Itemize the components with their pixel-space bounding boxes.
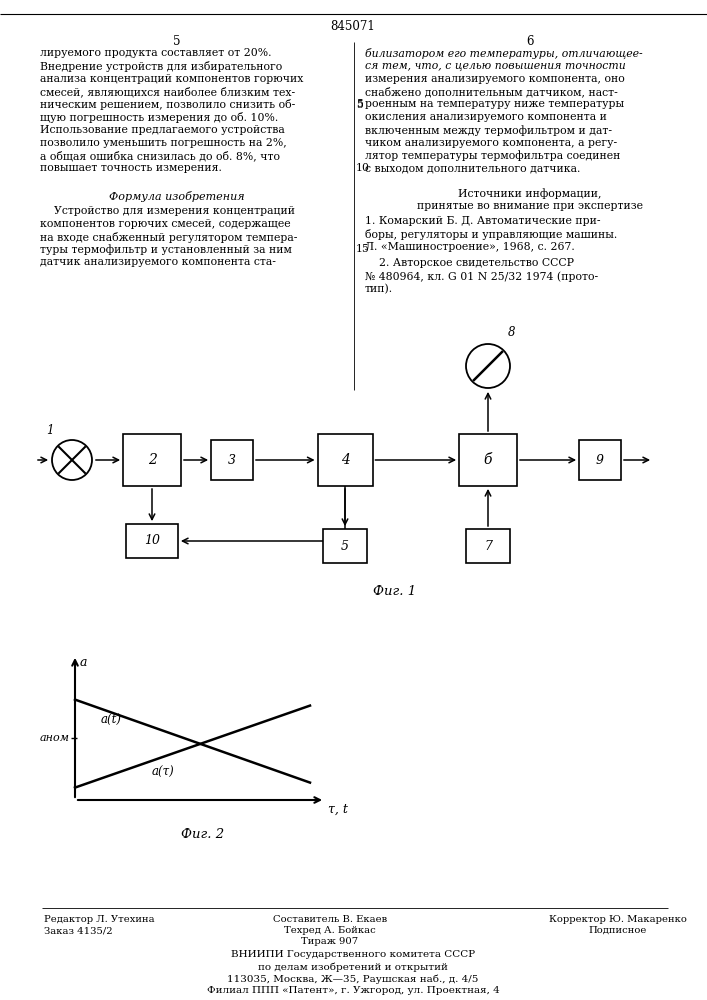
Text: 845071: 845071: [331, 20, 375, 33]
Bar: [317, 434, 373, 486]
Text: a(τ): a(τ): [152, 766, 175, 779]
Text: 8: 8: [508, 326, 515, 339]
Text: 3: 3: [228, 454, 236, 466]
Text: Фиг. 1: Фиг. 1: [373, 585, 416, 598]
Bar: [579, 440, 621, 480]
Text: датчик анализируемого компонента ста-: датчик анализируемого компонента ста-: [40, 257, 276, 267]
Text: ническим решением, позволило снизить об-: ническим решением, позволило снизить об-: [40, 99, 296, 110]
Text: Тираж 907: Тираж 907: [301, 937, 358, 946]
Text: Техред А. Бойкас: Техред А. Бойкас: [284, 926, 376, 935]
Text: Устройство для измерения концентраций: Устройство для измерения концентраций: [40, 206, 295, 216]
Text: на входе снабженный регулятором темпера-: на входе снабженный регулятором темпера-: [40, 232, 298, 243]
Text: тип).: тип).: [365, 284, 393, 294]
Text: Заказ 4135/2: Заказ 4135/2: [44, 926, 112, 935]
Text: Формула изобретения: Формула изобретения: [109, 191, 245, 202]
Text: aном: aном: [40, 733, 70, 743]
Text: 6: 6: [526, 35, 534, 48]
Text: принятые во внимание при экспертизе: принятые во внимание при экспертизе: [417, 201, 643, 211]
Text: Использование предлагаемого устройства: Использование предлагаемого устройства: [40, 125, 285, 135]
Text: Источники информации,: Источники информации,: [458, 188, 602, 199]
Bar: [323, 529, 367, 563]
Text: снабжено дополнительным датчиком, наст-: снабжено дополнительным датчиком, наст-: [365, 86, 618, 97]
Text: роенным на температуру ниже температуры: роенным на температуру ниже температуры: [365, 99, 624, 109]
Text: анализа концентраций компонентов горючих: анализа концентраций компонентов горючих: [40, 74, 303, 84]
Text: τ, t: τ, t: [328, 803, 348, 816]
Text: окисления анализируемого компонента и: окисления анализируемого компонента и: [365, 112, 607, 122]
Text: 4: 4: [341, 453, 349, 467]
Text: Фиг. 2: Фиг. 2: [181, 828, 224, 841]
Text: 5: 5: [173, 35, 181, 48]
Bar: [211, 440, 253, 480]
Text: 113035, Москва, Ж—35, Раушская наб., д. 4/5: 113035, Москва, Ж—35, Раушская наб., д. …: [228, 974, 479, 984]
Text: 2: 2: [148, 453, 156, 467]
Text: повышает точность измерения.: повышает точность измерения.: [40, 163, 222, 173]
Text: № 480964, кл. G 01 N 25/32 1974 (прото-: № 480964, кл. G 01 N 25/32 1974 (прото-: [365, 271, 598, 282]
Bar: [126, 524, 178, 558]
Text: 9: 9: [596, 454, 604, 466]
Text: туры термофильтр и установленный за ним: туры термофильтр и установленный за ним: [40, 244, 292, 255]
Text: a(t): a(t): [101, 714, 122, 727]
Text: боры, регуляторы и управляющие машины.: боры, регуляторы и управляющие машины.: [365, 229, 617, 240]
Text: 7: 7: [484, 540, 492, 552]
Text: щую погрешность измерения до об. 10%.: щую погрешность измерения до об. 10%.: [40, 112, 279, 123]
Text: 5: 5: [356, 99, 363, 109]
Text: 1. Комарский Б. Д. Автоматические при-: 1. Комарский Б. Д. Автоматические при-: [365, 216, 600, 226]
Text: Филиал ППП «Патент», г. Ужгород, ул. Проектная, 4: Филиал ППП «Патент», г. Ужгород, ул. Про…: [206, 986, 499, 995]
Text: измерения анализируемого компонента, оно: измерения анализируемого компонента, оно: [365, 74, 625, 84]
Text: 10: 10: [144, 534, 160, 548]
Bar: [466, 529, 510, 563]
Text: а общая ошибка снизилась до об. 8%, что: а общая ошибка снизилась до об. 8%, что: [40, 150, 280, 161]
Text: чиком анализируемого компонента, а регу-: чиком анализируемого компонента, а регу-: [365, 138, 617, 148]
Text: лируемого продукта составляет от 20%.: лируемого продукта составляет от 20%.: [40, 48, 271, 58]
Text: с выходом дополнительного датчика.: с выходом дополнительного датчика.: [365, 163, 580, 173]
Text: 15: 15: [356, 244, 370, 254]
Text: 5: 5: [341, 540, 349, 552]
Circle shape: [52, 440, 92, 480]
Text: Подписное: Подписное: [589, 926, 647, 935]
Text: ВНИИПИ Государственного комитета СССР: ВНИИПИ Государственного комитета СССР: [231, 950, 475, 959]
Text: 5: 5: [356, 100, 363, 110]
Bar: [459, 434, 517, 486]
Text: б: б: [484, 453, 492, 467]
Bar: [123, 434, 181, 486]
Text: Составитель В. Екаев: Составитель В. Екаев: [273, 915, 387, 924]
Text: Внедрение устройств для избирательного: Внедрение устройств для избирательного: [40, 61, 282, 72]
Text: ся тем, что, с целью повышения точности: ся тем, что, с целью повышения точности: [365, 61, 626, 71]
Text: 10: 10: [356, 163, 370, 173]
Text: 1: 1: [46, 424, 54, 437]
Text: компонентов горючих смесей, содержащее: компонентов горючих смесей, содержащее: [40, 219, 291, 229]
Text: включенным между термофильтром и дат-: включенным между термофильтром и дат-: [365, 125, 612, 136]
Text: Редактор Л. Утехина: Редактор Л. Утехина: [44, 915, 155, 924]
Text: позволило уменьшить погрешность на 2%,: позволило уменьшить погрешность на 2%,: [40, 138, 287, 148]
Text: лятор температуры термофильтра соединен: лятор температуры термофильтра соединен: [365, 150, 620, 161]
Text: 2. Авторское свидетельство СССР: 2. Авторское свидетельство СССР: [365, 258, 574, 268]
Text: Корректор Ю. Макаренко: Корректор Ю. Макаренко: [549, 915, 687, 924]
Text: Л. «Машиностроение», 1968, с. 267.: Л. «Машиностроение», 1968, с. 267.: [365, 242, 575, 252]
Text: a: a: [80, 656, 88, 668]
Circle shape: [466, 344, 510, 388]
Text: смесей, являющихся наиболее близким тех-: смесей, являющихся наиболее близким тех-: [40, 86, 295, 97]
Text: билизатором его температуры, отличающее-: билизатором его температуры, отличающее-: [365, 48, 643, 59]
Text: по делам изобретений и открытий: по делам изобретений и открытий: [258, 962, 448, 972]
